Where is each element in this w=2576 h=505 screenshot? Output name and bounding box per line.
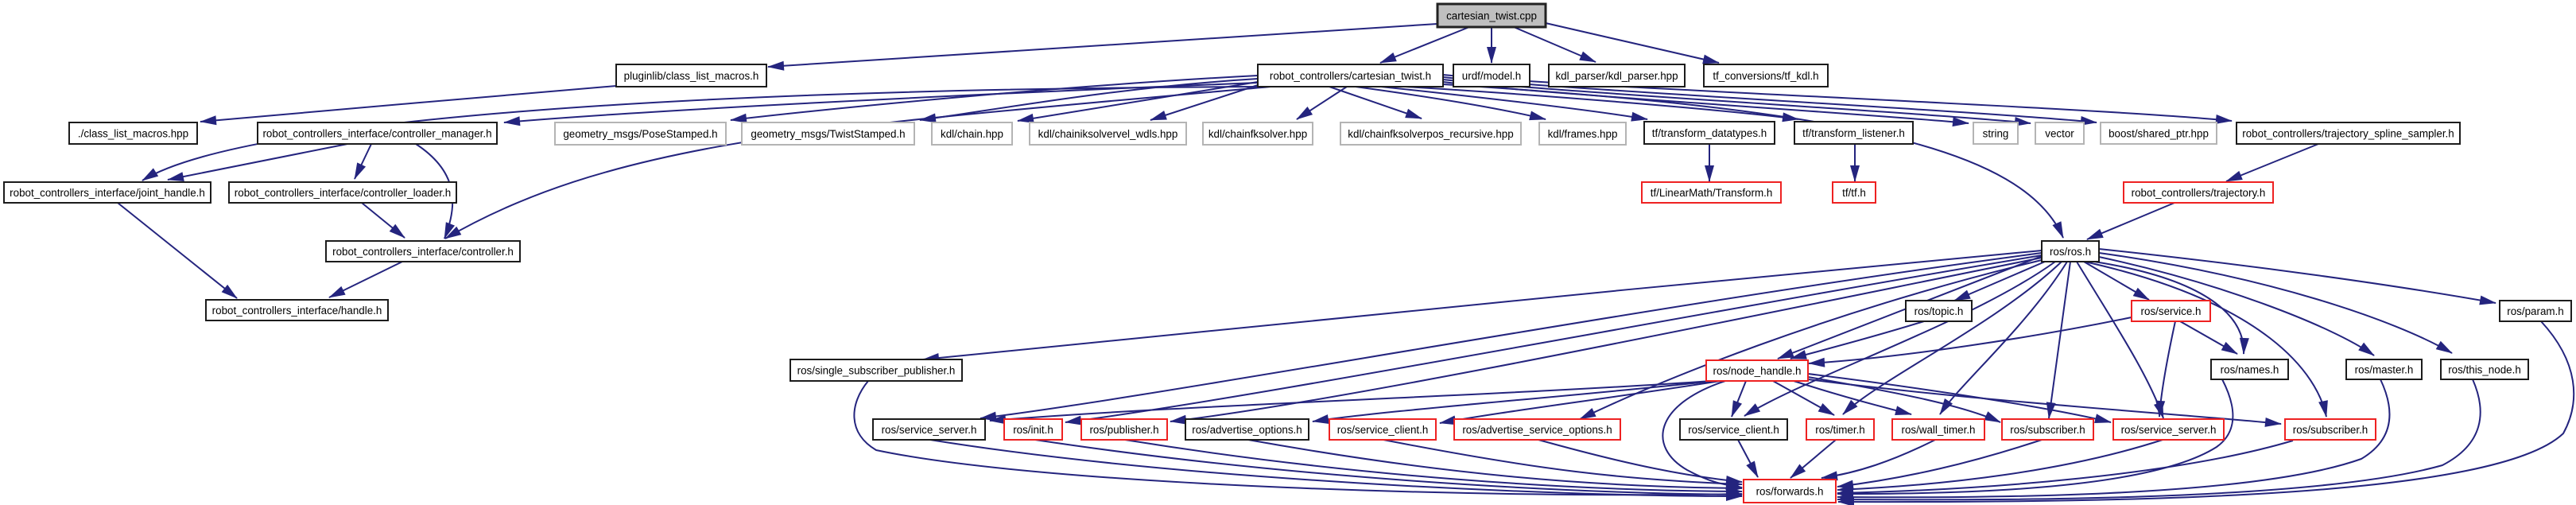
svg-text:ros/advertise_service_options.: ros/advertise_service_options.h <box>1462 424 1612 436</box>
svg-text:ros/node_handle.h: ros/node_handle.h <box>1713 365 1802 377</box>
svg-text:ros/subscriber.h: ros/subscriber.h <box>2293 424 2368 436</box>
svg-text:ros/single_subscriber_publishe: ros/single_subscriber_publisher.h <box>797 364 956 376</box>
svg-text:robot_controllers_interface/co: robot_controllers_interface/controller_l… <box>235 187 451 199</box>
svg-text:kdl/chainfksolverpos_recursive: kdl/chainfksolverpos_recursive.hpp <box>1348 128 1513 140</box>
svg-text:kdl_parser/kdl_parser.hpp: kdl_parser/kdl_parser.hpp <box>1555 70 1678 82</box>
svg-text:robot_controllers_interface/jo: robot_controllers_interface/joint_handle… <box>10 187 205 199</box>
svg-text:kdl/chain.hpp: kdl/chain.hpp <box>941 128 1003 140</box>
svg-text:ros/timer.h: ros/timer.h <box>1815 424 1865 436</box>
svg-text:robot_controllers/trajectory_s: robot_controllers/trajectory_spline_samp… <box>2242 127 2454 139</box>
svg-text:ros/forwards.h: ros/forwards.h <box>1756 485 1824 497</box>
svg-text:kdl/frames.hpp: kdl/frames.hpp <box>1548 128 1618 140</box>
svg-text:robot_controllers_interface/co: robot_controllers_interface/controller.h <box>332 246 514 258</box>
svg-text:ros/service_server.h: ros/service_server.h <box>2121 424 2217 436</box>
svg-text:ros/init.h: ros/init.h <box>1013 424 1053 436</box>
svg-text:ros/param.h: ros/param.h <box>2507 305 2563 317</box>
svg-text:string: string <box>1983 127 2009 139</box>
svg-text:ros/names.h: ros/names.h <box>2221 363 2279 375</box>
svg-text:robot_controllers/cartesian_tw: robot_controllers/cartesian_twist.h <box>1270 70 1431 82</box>
svg-text:ros/service_client.h: ros/service_client.h <box>1337 424 1429 436</box>
svg-text:ros/master.h: ros/master.h <box>2355 363 2414 375</box>
svg-text:tf/transform_datatypes.h: tf/transform_datatypes.h <box>1652 127 1767 139</box>
svg-text:kdl/chainiksolvervel_wdls.hpp: kdl/chainiksolvervel_wdls.hpp <box>1038 128 1178 140</box>
svg-text:ros/service.h: ros/service.h <box>2141 305 2202 317</box>
svg-text:cartesian_twist.cpp: cartesian_twist.cpp <box>1446 10 1537 21</box>
svg-text:tf/tf.h: tf/tf.h <box>1842 187 1866 199</box>
svg-text:boost/shared_ptr.hpp: boost/shared_ptr.hpp <box>2109 127 2209 139</box>
svg-text:ros/topic.h: ros/topic.h <box>1915 305 1964 317</box>
svg-text:tf/LinearMath/Transform.h: tf/LinearMath/Transform.h <box>1651 187 1773 199</box>
svg-text:ros/service_client.h: ros/service_client.h <box>1688 424 1779 436</box>
svg-text:geometry_msgs/TwistStamped.h: geometry_msgs/TwistStamped.h <box>751 128 905 140</box>
svg-text:ros/service_server.h: ros/service_server.h <box>882 424 977 436</box>
svg-text:geometry_msgs/PoseStamped.h: geometry_msgs/PoseStamped.h <box>563 128 717 140</box>
svg-text:kdl/chainfksolver.hpp: kdl/chainfksolver.hpp <box>1208 128 1307 140</box>
svg-text:urdf/model.h: urdf/model.h <box>1462 70 1521 82</box>
svg-text:ros/this_node.h: ros/this_node.h <box>2448 363 2521 375</box>
svg-text:ros/advertise_options.h: ros/advertise_options.h <box>1192 424 1302 436</box>
svg-text:tf/transform_listener.h: tf/transform_listener.h <box>1802 127 1905 139</box>
svg-text:ros/wall_timer.h: ros/wall_timer.h <box>1901 424 1975 436</box>
svg-text:ros/subscriber.h: ros/subscriber.h <box>2010 424 2085 436</box>
svg-text:./class_list_macros.hpp: ./class_list_macros.hpp <box>78 127 188 139</box>
svg-text:robot_controllers_interface/ha: robot_controllers_interface/handle.h <box>212 305 382 317</box>
svg-text:robot_controllers/trajectory.h: robot_controllers/trajectory.h <box>2132 187 2266 199</box>
svg-text:pluginlib/class_list_macros.h: pluginlib/class_list_macros.h <box>624 70 759 82</box>
svg-text:tf_conversions/tf_kdl.h: tf_conversions/tf_kdl.h <box>1713 70 1818 82</box>
svg-text:ros/publisher.h: ros/publisher.h <box>1089 424 1158 436</box>
svg-text:robot_controllers_interface/co: robot_controllers_interface/controller_m… <box>262 127 491 139</box>
svg-text:vector: vector <box>2045 127 2074 139</box>
svg-text:ros/ros.h: ros/ros.h <box>2050 246 2091 258</box>
